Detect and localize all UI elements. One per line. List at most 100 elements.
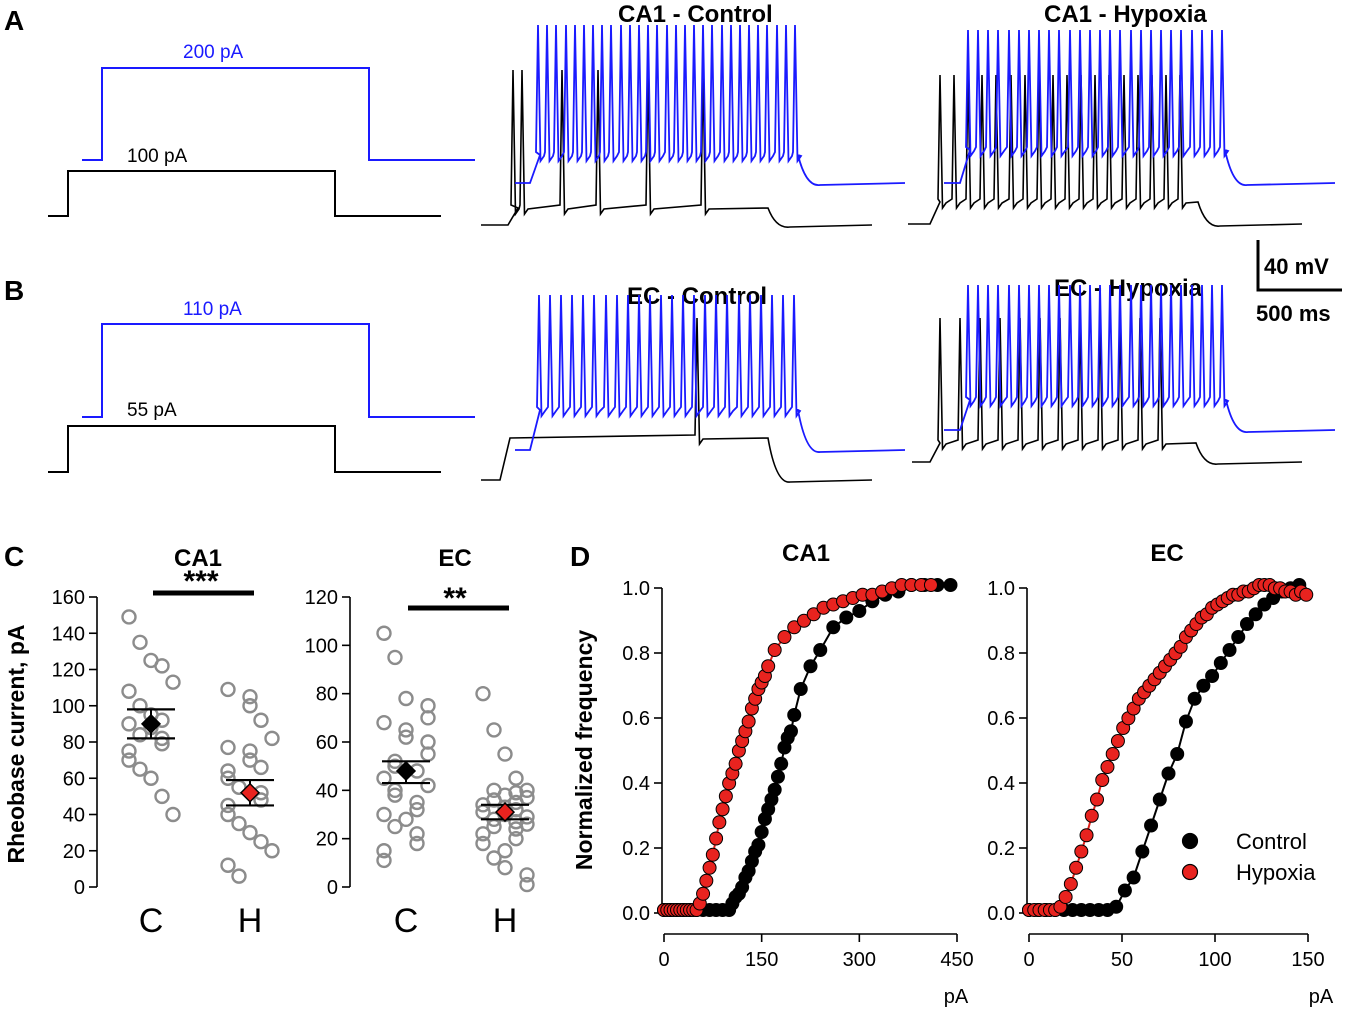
y-tick-label: 0.4 (622, 773, 650, 795)
y-tick-label: 0.8 (987, 643, 1015, 665)
data-point-control (813, 643, 828, 657)
legend-marker-control (1181, 832, 1199, 850)
mean-marker (140, 713, 162, 734)
data-point (376, 806, 392, 823)
data-point (253, 712, 269, 728)
data-point-hypoxia (699, 873, 714, 888)
data-point (497, 859, 513, 876)
data-point-control (767, 782, 782, 797)
stim-label-low: 55 pA (127, 400, 177, 421)
data-point (242, 698, 258, 714)
y-tick-label: 120 (52, 660, 85, 682)
data-point-control (1170, 747, 1185, 761)
data-point (165, 806, 181, 823)
data-point (132, 761, 148, 777)
data-point (508, 814, 524, 830)
data-point-control (1196, 678, 1211, 693)
chart-d-ca1: CA1 pA 0.0 0.2 0.4 0.6 0.8 1.0 0 150 300 450 (622, 540, 974, 1008)
stim-label-low: 100 pA (127, 146, 188, 167)
y-tick-label: 40 (63, 805, 85, 827)
y-tick-label: 140 (52, 623, 85, 645)
data-point (486, 722, 502, 738)
data-point-control (1126, 870, 1141, 885)
trace-ec-control-blue (515, 294, 906, 453)
data-point-hypoxia (1074, 844, 1089, 859)
data-point-control (1231, 630, 1246, 644)
y-tick-label: 60 (63, 768, 85, 790)
category-label: C (394, 902, 419, 940)
data-point (486, 850, 502, 866)
c-y-axis-label: Rheobase current, pA (3, 625, 29, 864)
data-point-control (751, 838, 766, 852)
data-point (132, 698, 148, 714)
data-point-hypoxia (1100, 760, 1115, 774)
data-point (253, 759, 269, 776)
data-point (376, 843, 392, 859)
data-point-control (1205, 669, 1220, 683)
y-tick-label: 40 (316, 780, 338, 802)
trace-ca1-control-blue (515, 24, 906, 186)
x-tick-label: 150 (745, 949, 778, 971)
data-point-hypoxia (1105, 747, 1120, 761)
data-point-control (1109, 899, 1124, 914)
trace-title-ca1-control: CA1 - Control (618, 1, 773, 28)
data-point (398, 729, 414, 745)
y-tick-label: 0.0 (987, 903, 1015, 925)
data-point-control (1178, 714, 1193, 729)
data-point (398, 811, 414, 828)
data-point (409, 794, 425, 811)
chart-title: EC (438, 545, 471, 572)
y-tick-label: 80 (316, 684, 338, 706)
data-point-control (1161, 766, 1176, 781)
data-point-hypoxia (1079, 828, 1094, 843)
x-tick-label: 0 (1023, 949, 1034, 971)
trace-title-ec-hypoxia: EC - Hypoxia (1054, 275, 1203, 302)
data-point-hypoxia (715, 802, 730, 817)
data-point-control (1117, 883, 1132, 898)
data-point-control (1187, 691, 1202, 706)
data-point-control (826, 620, 841, 635)
chart-d-ec: EC pA 0.0 0.2 0.4 0.6 0.8 1.0 0 50 100 150 (987, 540, 1334, 1008)
data-point (242, 688, 258, 705)
data-point (264, 843, 280, 859)
data-point-hypoxia (696, 886, 711, 901)
data-point-hypoxia (1299, 587, 1314, 602)
data-point (519, 782, 535, 799)
data-point (387, 787, 403, 803)
data-point-control (852, 604, 867, 618)
fit-line-hypoxia (664, 584, 931, 911)
data-point-hypoxia (718, 789, 733, 804)
trace-ec-control-black (481, 317, 873, 483)
data-point (220, 763, 236, 779)
y-tick-label: 0.6 (622, 708, 650, 730)
data-point-control (793, 682, 808, 696)
data-point-hypoxia (1058, 890, 1073, 904)
data-point (231, 868, 247, 884)
data-point (420, 777, 436, 794)
trace-ec-hypoxia-blue (944, 284, 1336, 433)
data-point (231, 815, 247, 832)
data-point (409, 835, 425, 852)
data-point-hypoxia (1063, 877, 1078, 891)
data-point-control (943, 578, 958, 592)
trace-ec-hypoxia-black (912, 317, 1303, 465)
scale-bar: 40 mV 500 ms (1256, 240, 1342, 326)
scale-bar-voltage: 40 mV (1264, 254, 1329, 279)
data-point (132, 634, 148, 651)
data-point-hypoxia (1090, 792, 1105, 807)
stim-step-hypoxia (82, 67, 475, 161)
stim-step-control (48, 170, 441, 217)
data-point (154, 658, 170, 674)
y-tick-label: 100 (305, 635, 338, 657)
chart-title: EC (1150, 540, 1183, 567)
data-point-hypoxia (702, 860, 717, 875)
data-point (154, 788, 170, 805)
y-tick-label: 0 (74, 877, 85, 899)
data-point-control (1135, 844, 1150, 859)
scale-bar-lines (1256, 240, 1342, 292)
data-point (508, 770, 524, 786)
trace-title-ec-control: EC - Control (627, 283, 767, 310)
fit-line-control (664, 584, 951, 911)
panel-b-stimulus: 110 pA 55 pA (48, 299, 475, 473)
data-point (220, 770, 236, 786)
